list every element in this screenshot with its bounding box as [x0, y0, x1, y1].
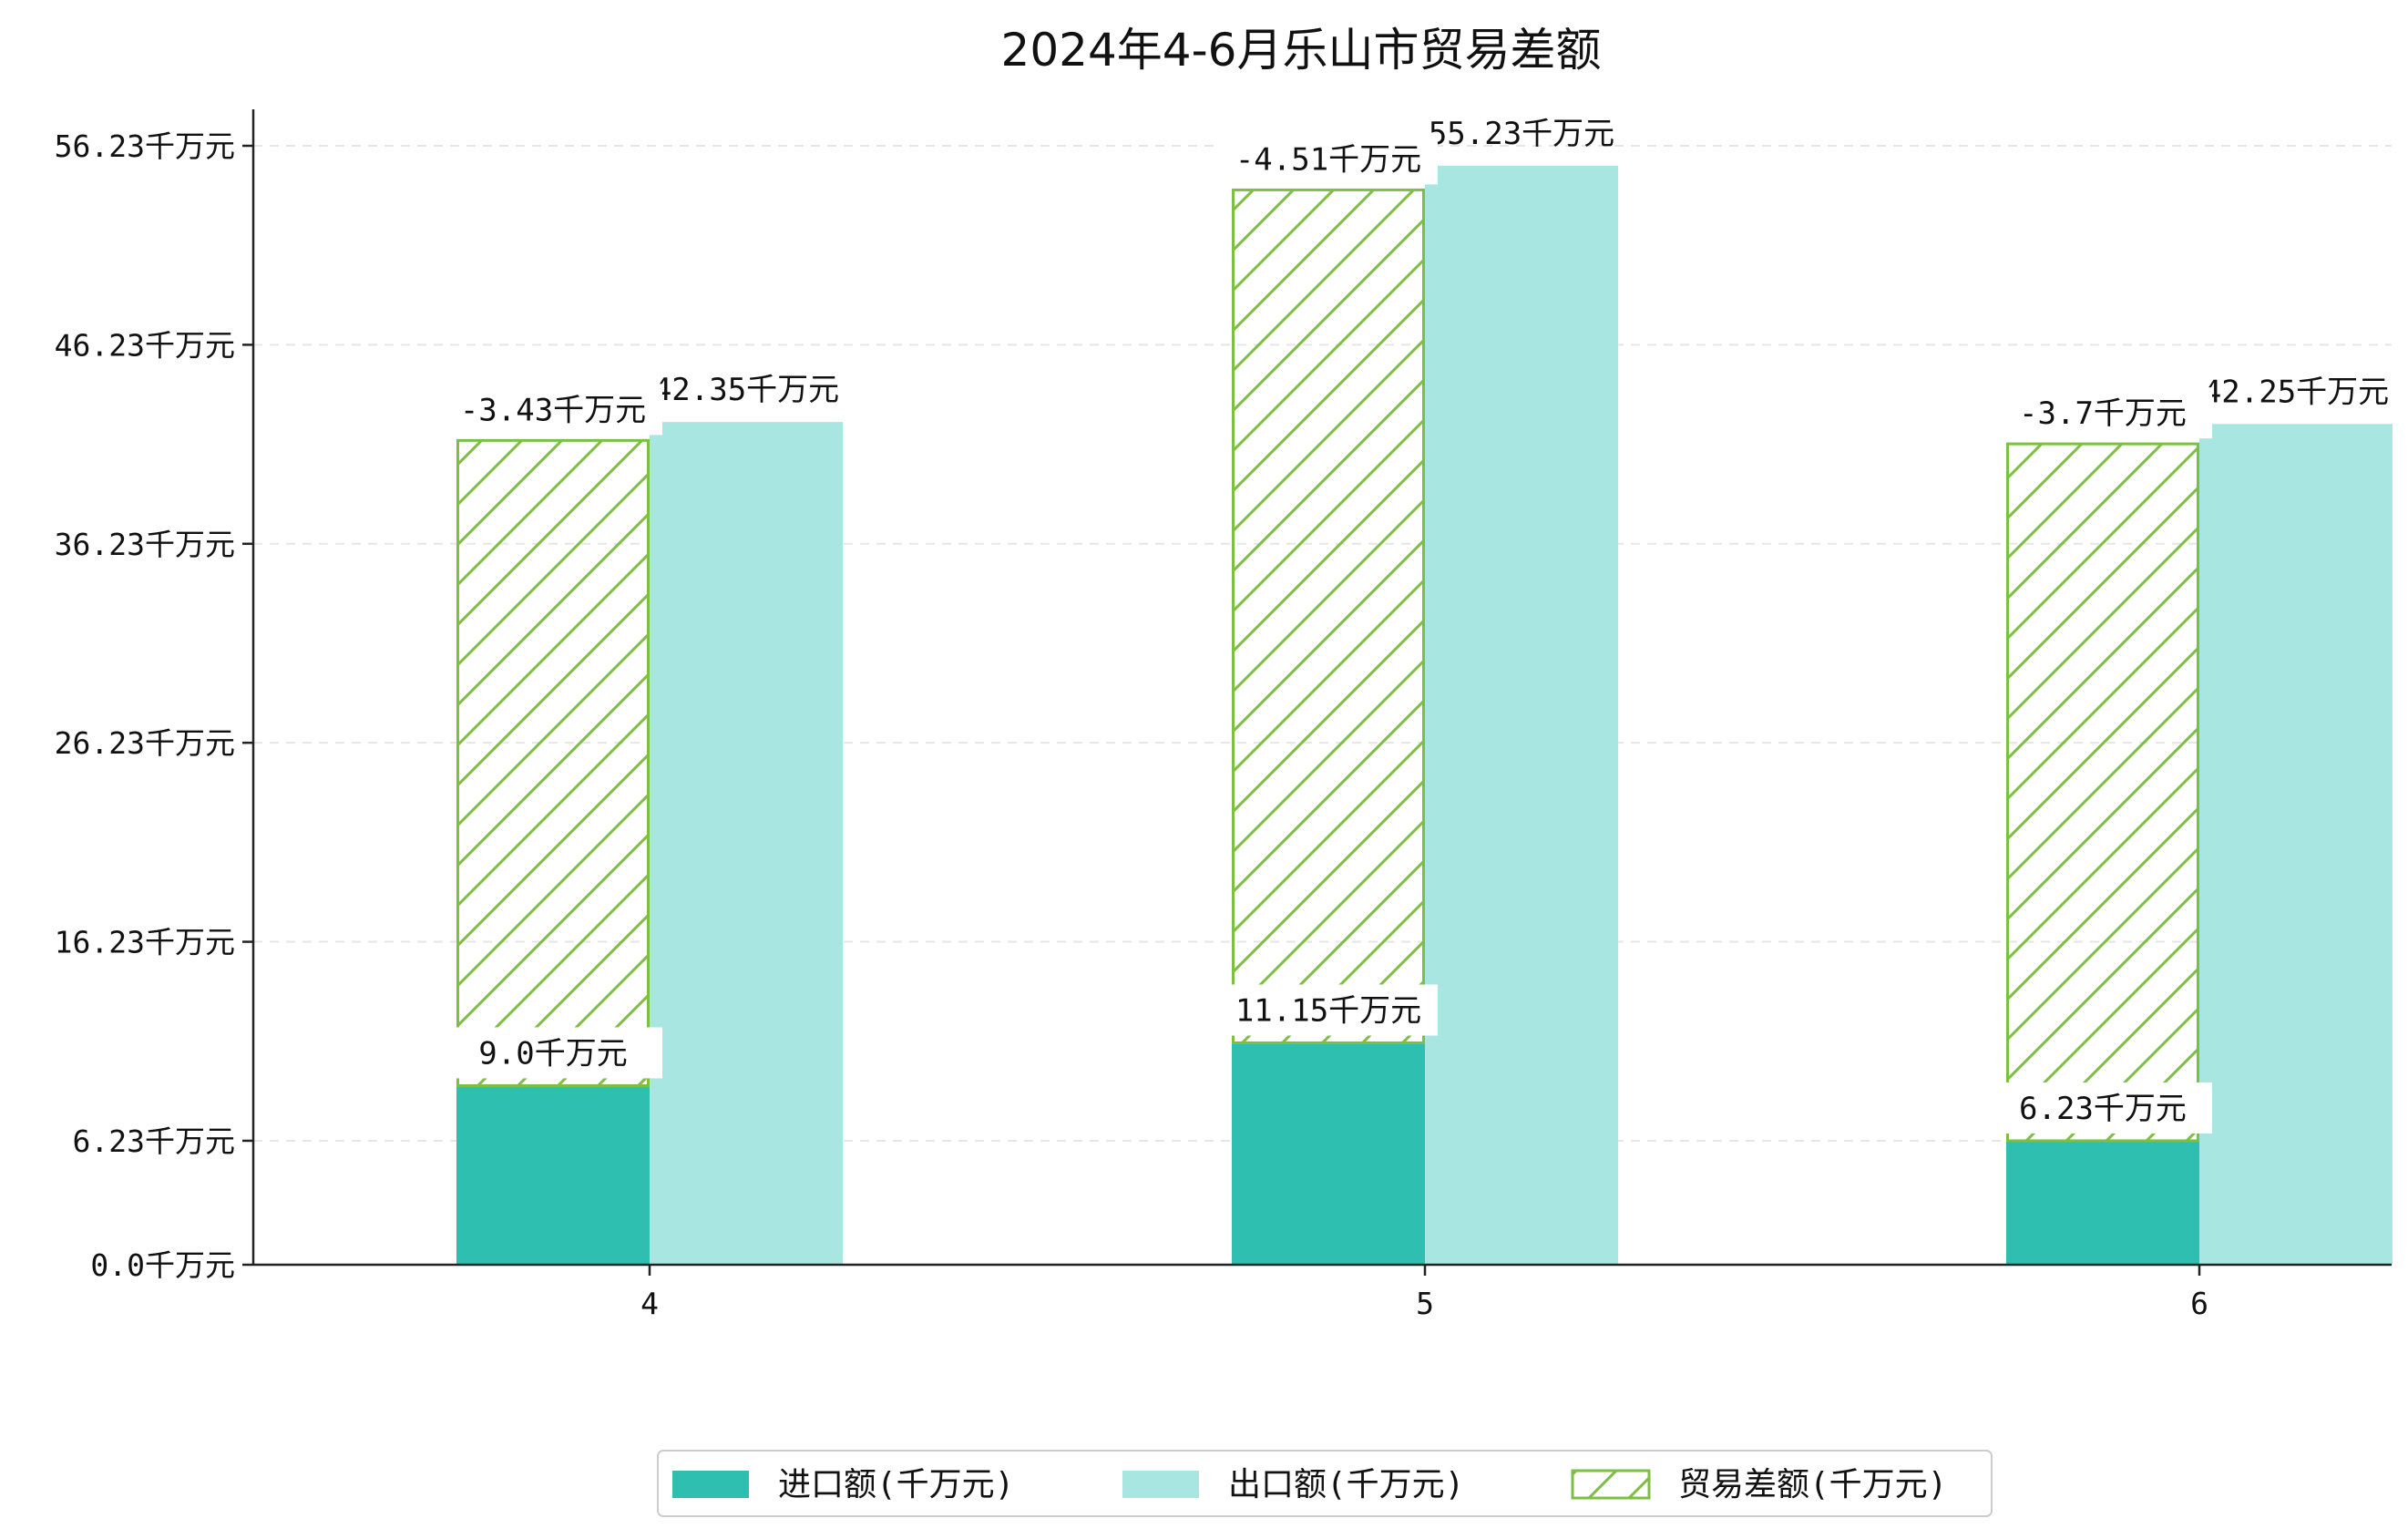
bar-export: [1425, 165, 1618, 1266]
x-tick-label: 5: [1416, 1286, 1434, 1321]
bar-export: [2199, 424, 2393, 1265]
data-label-box: [444, 384, 662, 436]
bar-trade-balance: [2006, 442, 2199, 1143]
data-label-import: 11.15千万元: [1235, 992, 1421, 1029]
y-tick-label: 0.0千万元: [90, 1247, 235, 1283]
data-label-export: 55.23千万元: [1429, 116, 1614, 152]
chart-title: 2024年4-6月乐山市贸易差额: [1001, 24, 1602, 77]
legend-box: [657, 1450, 1993, 1517]
y-tick-label: 16.23千万元: [55, 925, 235, 960]
data-label-box: [444, 1027, 662, 1079]
data-label-trade-balance: -3.7千万元: [2019, 395, 2187, 432]
data-label-export: 42.25千万元: [2203, 374, 2389, 410]
legend-label: 出口额(千万元): [1228, 1466, 1464, 1503]
data-label-import: 6.23千万元: [2019, 1091, 2187, 1127]
legend-swatch-export: [1122, 1471, 1199, 1498]
x-tick-label: 4: [640, 1286, 659, 1321]
x-tick-label: 6: [2190, 1286, 2208, 1321]
legend-swatch-import: [672, 1471, 749, 1498]
bar-import: [1232, 1042, 1425, 1265]
y-tick-label: 26.23千万元: [55, 725, 235, 761]
y-tick-label: 56.23千万元: [55, 128, 235, 164]
data-label-trade-balance: -4.51千万元: [1235, 141, 1421, 178]
legend-label: 进口额(千万元): [778, 1466, 1014, 1503]
bar-export: [650, 422, 843, 1265]
data-labels: 42.35千万元-3.43千万元 9.0千万元 55.23千万元-4.51千万元 11…: [444, 116, 2389, 1134]
data-label-import: 9.0千万元: [478, 1035, 627, 1072]
legend-label: 贸易差额(千万元): [1678, 1466, 1947, 1503]
legend-swatch-trade-balance: [1571, 1469, 1651, 1500]
bars: [456, 165, 2393, 1266]
data-label-box: [1219, 133, 1438, 185]
y-tick-label: 46.23千万元: [55, 327, 235, 363]
axes: 0.0千万元6.23千万元16.23千万元26.23千万元36.23千万元46.…: [55, 109, 2392, 1321]
data-label-box: [1993, 1082, 2212, 1134]
data-label-export: 42.35千万元: [653, 372, 839, 408]
bar-trade-balance: [456, 438, 650, 1087]
data-label-box: [1219, 984, 1438, 1036]
bar-trade-balance: [1232, 188, 1425, 1044]
bar-import: [456, 1085, 650, 1265]
y-tick-label: 6.23千万元: [73, 1123, 235, 1159]
data-label-trade-balance: -3.43千万元: [460, 392, 646, 428]
bar-import: [2006, 1140, 2199, 1265]
data-label-box: [1993, 387, 2212, 439]
y-tick-label: 36.23千万元: [55, 527, 235, 562]
legend: 进口额(千万元) 出口额(千万元) 贸易差额(千万元): [657, 1450, 1993, 1517]
